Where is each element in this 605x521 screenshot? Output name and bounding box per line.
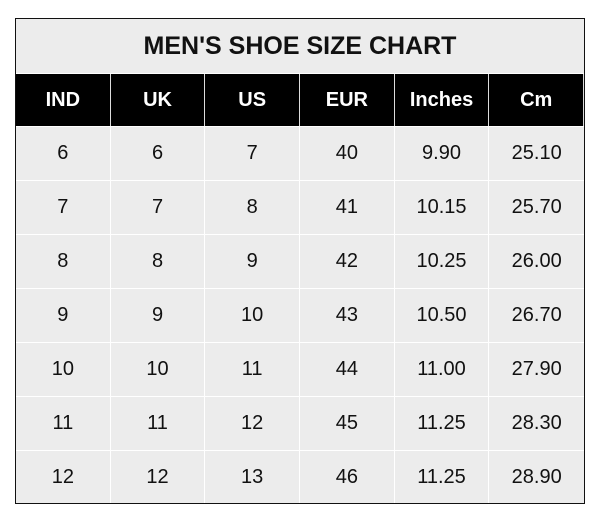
table-cell: 44: [300, 343, 395, 396]
table-cell: 10.15: [395, 181, 490, 234]
table-cell: 12: [16, 451, 111, 503]
table-row: 8 8 9 42 10.25 26.00: [16, 235, 584, 289]
table-cell: 11: [111, 397, 206, 450]
column-header: US: [205, 74, 301, 126]
table-cell: 28.90: [511, 465, 562, 488]
table-cell: 8: [205, 181, 301, 234]
table-cell: 41: [300, 181, 395, 234]
table-cell: 28.30: [511, 412, 562, 434]
table-cell: 12: [205, 397, 301, 450]
table-cell: 9.90: [395, 127, 490, 180]
table-cell: 11: [16, 397, 111, 450]
table-cell: 7: [205, 127, 301, 180]
table-cell: 7: [111, 181, 206, 234]
table-cell: 8: [111, 235, 206, 288]
table-cell: 45: [300, 397, 395, 450]
table-cell: 10.25: [395, 235, 490, 288]
table-cell: 25.10: [511, 142, 562, 164]
table-cell: 9: [111, 289, 206, 342]
column-header: Cm: [489, 74, 585, 126]
table-cell: 26.70: [511, 304, 562, 326]
column-header: Inches: [395, 74, 490, 126]
table-title: MEN'S SHOE SIZE CHART: [16, 19, 584, 74]
table-cell: 10: [16, 343, 111, 396]
table-cell: 8: [16, 235, 111, 288]
table-cell: 46: [300, 451, 395, 503]
table-cell: 40: [300, 127, 395, 180]
table-cell: 11.25: [395, 451, 490, 503]
table-cell: 11.00: [395, 343, 490, 396]
header-row: IND UK US EUR Inches Cm: [16, 74, 585, 127]
table-cell: 10.50: [395, 289, 490, 342]
table-row: 9 9 10 43 10.50 26.70: [16, 289, 584, 343]
column-header: UK: [111, 74, 206, 126]
table-cell: 6: [111, 127, 206, 180]
column-header: EUR: [300, 74, 395, 126]
size-chart-table: MEN'S SHOE SIZE CHART IND UK US EUR Inches Cm…: [15, 18, 585, 504]
table-cell: 11.25: [395, 397, 490, 450]
table-cell: 10: [205, 289, 301, 342]
table-row: 6 6 7 40 9.90 25.10: [16, 127, 584, 181]
column-header: IND: [16, 74, 111, 126]
table-cell: 26.00: [511, 250, 562, 272]
table-body: 6 6 7 40 9.90 25.10 7 7 8 41 10.15 25.70 8 8 9 42 10.25 2…: [16, 127, 584, 503]
table-cell: 11: [205, 343, 301, 396]
table-cell: 12: [111, 451, 206, 503]
table-cell: 27.90: [511, 358, 562, 380]
table-cell: 6: [16, 127, 111, 180]
table-cell: 43: [300, 289, 395, 342]
table-cell: 7: [16, 181, 111, 234]
table-cell: 9: [205, 235, 301, 288]
table-cell: 25.70: [511, 196, 562, 218]
table-row: 7 7 8 41 10.15 25.70: [16, 181, 584, 235]
table-cell: 10: [111, 343, 206, 396]
table-row: 11 11 12 45 11.25 28.30: [16, 397, 584, 451]
table-row: 10 10 11 44 11.00 27.90: [16, 343, 584, 397]
table-cell: 13: [205, 451, 301, 503]
table-cell: 9: [16, 289, 111, 342]
table-cell: 42: [300, 235, 395, 288]
table-row: 12 12 13 46 11.25 28.90: [16, 451, 584, 503]
